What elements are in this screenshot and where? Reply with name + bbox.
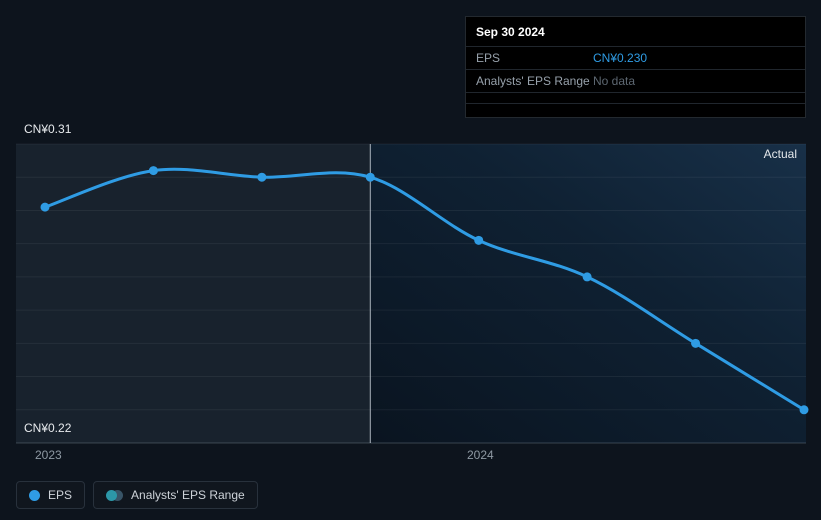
tooltip-eps-value: CN¥0.230 [593, 51, 648, 65]
chart-legend: EPS Analysts' EPS Range [16, 481, 258, 509]
x-tick-2023: 2023 [35, 448, 62, 462]
tooltip-empty-row [466, 92, 805, 103]
tooltip-range-value: No data [593, 74, 636, 88]
eps-series-icon [29, 489, 40, 501]
legend-analysts-range-label: Analysts' EPS Range [131, 488, 245, 502]
actual-region-label: Actual [763, 147, 797, 161]
legend-eps-label: EPS [48, 488, 73, 502]
y-axis-max-label: CN¥0.31 [24, 122, 72, 136]
tooltip-range-label: Analysts' EPS Range [476, 74, 590, 88]
tooltip-eps-label: EPS [476, 51, 501, 65]
legend-item-analysts-range[interactable]: Analysts' EPS Range [93, 481, 258, 509]
x-tick-2024: 2024 [467, 448, 494, 462]
analysts-range-icon [106, 489, 124, 501]
tooltip-row-eps: EPS CN¥0.230 [466, 46, 805, 69]
tooltip-empty-row [466, 103, 805, 114]
y-axis-min-label: CN¥0.22 [24, 421, 72, 435]
tooltip-row-range: Analysts' EPS Range No data [466, 69, 805, 92]
legend-item-eps[interactable]: EPS [16, 481, 86, 509]
chart-tooltip: Sep 30 2024 EPS CN¥0.230 Analysts' EPS R… [465, 16, 806, 118]
tooltip-date: Sep 30 2024 [476, 25, 545, 39]
